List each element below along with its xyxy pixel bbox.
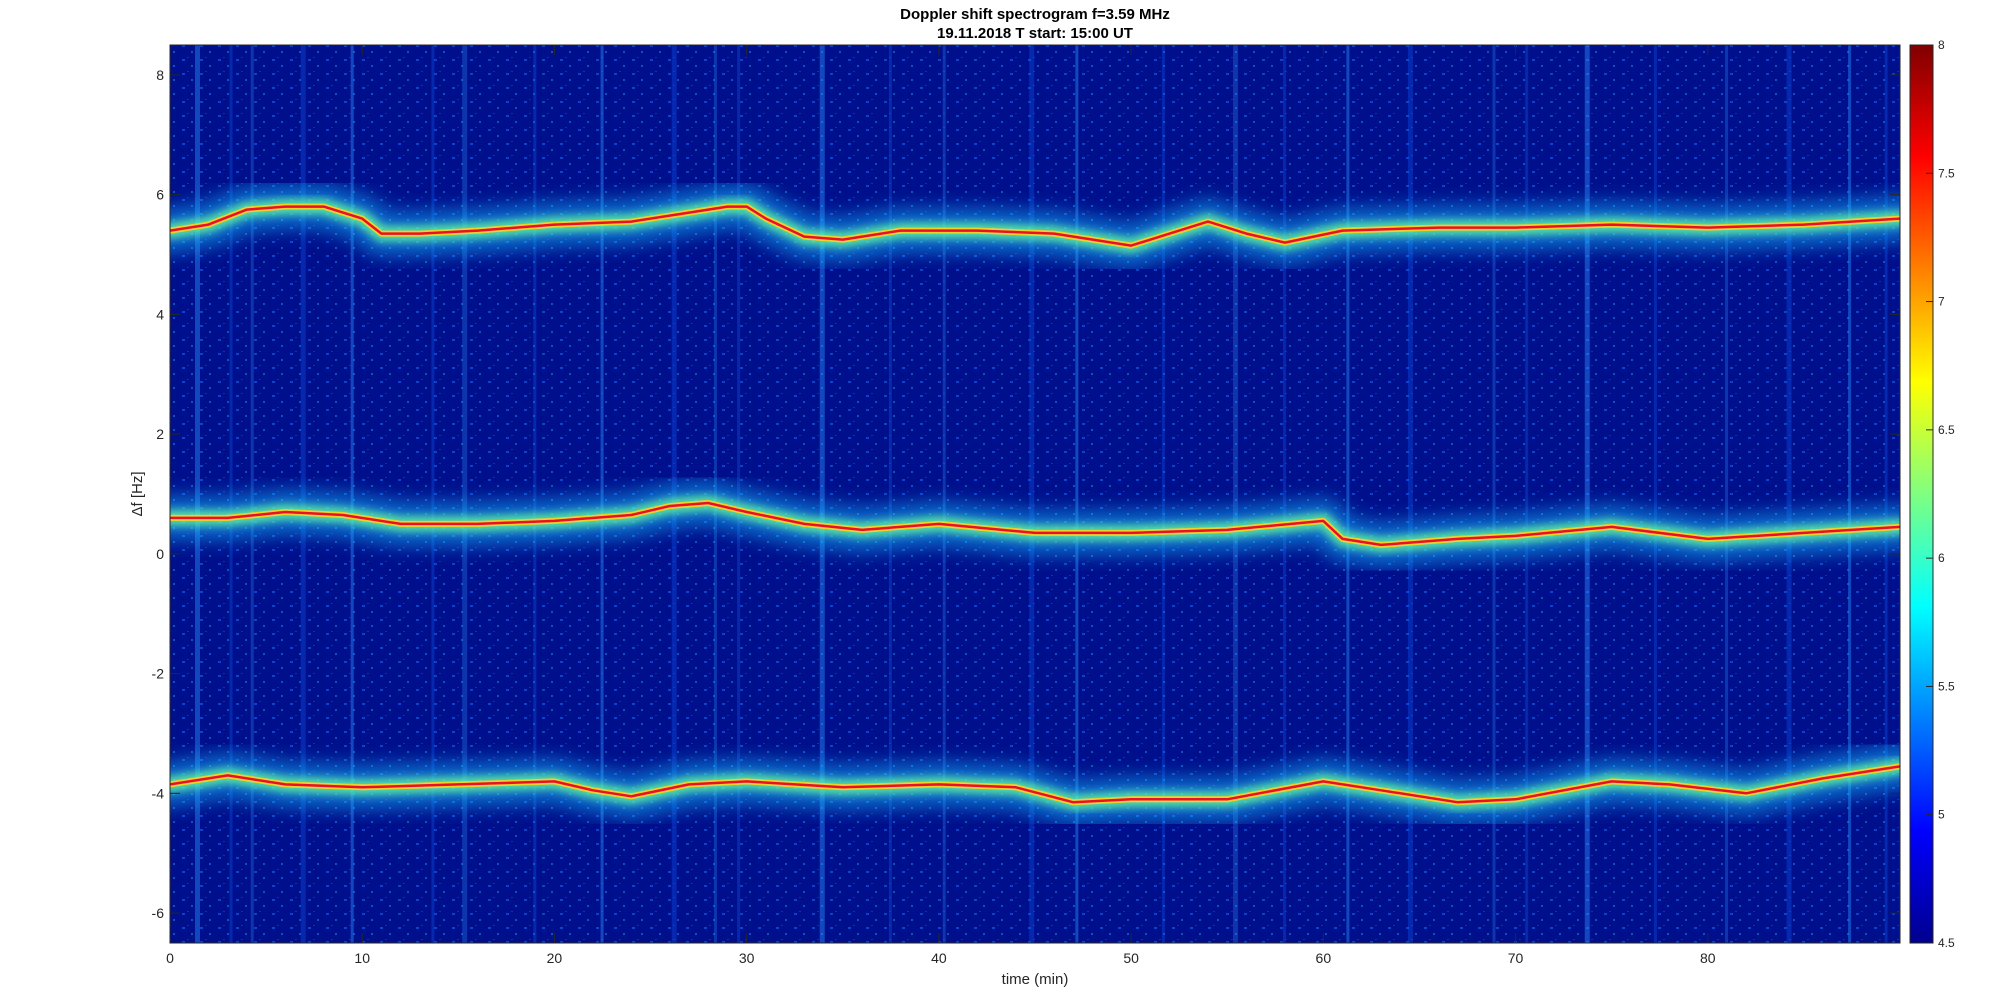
noise-stripe <box>350 45 354 943</box>
noise-stripe <box>1584 45 1590 943</box>
y-axis-label: Δf [Hz] <box>129 471 146 516</box>
colorbar-gradient <box>1909 44 1934 944</box>
noise-stripe <box>431 45 435 943</box>
chart-title: Doppler shift spectrogram f=3.59 MHz <box>900 6 1170 23</box>
y-tick-label: -4 <box>152 785 165 801</box>
x-tick-label: 0 <box>166 950 174 966</box>
x-tick-label: 20 <box>547 950 563 966</box>
signal-core-0 <box>170 205 1900 247</box>
colorbar: 8 7.5 7 6.5 6 5.5 5 4.5 <box>1909 38 1955 950</box>
plot-area <box>170 45 1900 943</box>
noise-stripe <box>888 45 892 943</box>
noise-stripe <box>462 45 468 943</box>
x-axis-label: time (min) <box>1002 971 1069 988</box>
colorbar-ticks: 8 7.5 7 6.5 6 5.5 5 4.5 <box>1926 38 1955 950</box>
noise-stripe <box>1884 45 1888 943</box>
x-tick-label: 80 <box>1700 950 1716 966</box>
noise-stripe <box>229 45 233 943</box>
y-tick-label: -2 <box>152 666 165 682</box>
noise-stripe <box>1161 45 1165 943</box>
colorbar-tick-label: 4.5 <box>1938 936 1955 950</box>
y-tick-label: 4 <box>156 306 164 322</box>
noise-stripe <box>1848 45 1852 943</box>
colorbar-tick-label: 7 <box>1938 295 1945 309</box>
noise-stripe <box>1492 45 1496 943</box>
y-tick-label: 2 <box>156 426 164 442</box>
colorbar-tick-label: 6.5 <box>1938 423 1955 437</box>
noise-stripe <box>533 45 537 943</box>
colorbar-tick-label: 7.5 <box>1938 166 1955 180</box>
colorbar-tick-label: 6 <box>1938 551 1945 565</box>
noise-stripe <box>942 45 946 943</box>
signal-core-1 <box>170 501 1900 547</box>
colorbar-tick-label: 5.5 <box>1938 679 1955 693</box>
noise-stripe <box>1725 45 1729 943</box>
noise-stripe <box>600 45 604 943</box>
x-tick-label: 50 <box>1123 950 1139 966</box>
x-tick-label: 40 <box>931 950 947 966</box>
x-tick-label: 10 <box>354 950 370 966</box>
x-tick-label: 30 <box>739 950 755 966</box>
chart-subtitle: 19.11.2018 T start: 15:00 UT <box>937 25 1133 42</box>
noise-stripe <box>1029 45 1035 943</box>
signal-traces <box>170 203 1900 806</box>
noise-stripe <box>1525 45 1529 943</box>
x-axis: 0 10 20 30 40 50 60 70 80 <box>166 45 1716 966</box>
y-tick-label: 0 <box>156 546 164 562</box>
noise-stripe <box>1407 45 1413 943</box>
colorbar-tick-label: 8 <box>1938 38 1945 52</box>
noise-stripe <box>194 45 200 943</box>
y-tick-label: -6 <box>152 905 165 921</box>
colorbar-tick-label: 5 <box>1938 808 1945 822</box>
noise-stripe <box>819 45 825 943</box>
y-tick-label: 6 <box>156 187 164 203</box>
signal-core-2 <box>170 765 1900 804</box>
noise-stripe <box>1653 45 1657 943</box>
noise-stripe <box>1346 45 1350 943</box>
y-axis: 8 6 4 2 0 -2 -4 -6 <box>152 67 1900 921</box>
noise-stripe <box>1232 45 1238 943</box>
noise-stripe <box>1786 45 1792 943</box>
x-tick-label: 70 <box>1508 950 1524 966</box>
noise-stripe <box>1282 45 1286 943</box>
x-tick-label: 60 <box>1316 950 1332 966</box>
plot-frame <box>169 44 1901 944</box>
noise-stripe <box>1075 45 1079 943</box>
y-tick-label: 8 <box>156 67 164 83</box>
